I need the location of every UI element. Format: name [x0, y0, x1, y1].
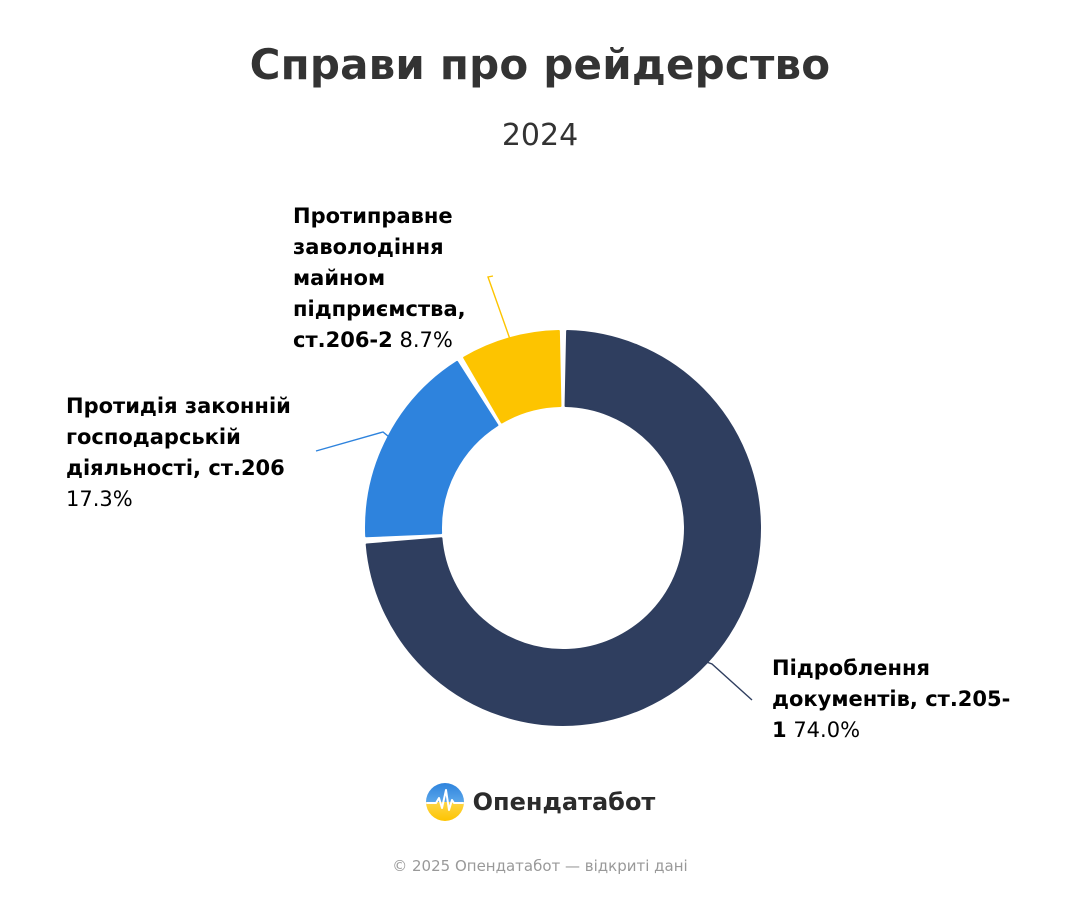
brand-name: Опендатабот: [472, 788, 656, 816]
leader-line: [487, 275, 512, 341]
slice-label-blue: Протидія законній господарській діяльнос…: [66, 391, 311, 515]
slice-label-name: підприємства,: [293, 297, 466, 321]
slice-forgery: [365, 330, 761, 726]
slice-label-name: 1: [772, 718, 787, 742]
slice-label-percent: 74.0%: [793, 718, 861, 742]
leader-line: [315, 431, 391, 452]
slice-label-name: діяльності, ст.206: [66, 456, 285, 480]
slice-label-name: Протиправне: [293, 204, 453, 228]
footer-copyright: © 2025 Опендатабот — відкриті дані: [392, 857, 688, 875]
slice-label-yellow: Протиправне заволодіння майном підприємс…: [293, 201, 493, 356]
slice-label-percent: 8.7%: [399, 328, 453, 352]
slice-label-name: Підроблення: [772, 656, 930, 680]
leader-line: [704, 660, 753, 701]
slice-label-name: ст.206-2: [293, 328, 393, 352]
slice-label-name: заволодіння: [293, 235, 444, 259]
slice-label-navy: Підроблення документів, ст.205- 1 74.0%: [772, 653, 1022, 746]
slice-label-name: документів, ст.205-: [772, 687, 1011, 711]
slice-seizure: [463, 330, 562, 424]
slice-label-percent: 17.3%: [66, 487, 133, 511]
opendatabot-logo-icon: [425, 783, 464, 821]
brand: Опендатабот: [0, 782, 1080, 822]
slice-label-name: майном: [293, 266, 386, 290]
chart-subtitle: 2024: [501, 118, 579, 153]
chart-title: Справи про рейдерство: [249, 40, 831, 89]
slice-obstruction: [365, 360, 499, 538]
slice-label-name: Протидія законній: [66, 394, 291, 418]
slice-label-name: господарській: [66, 425, 241, 449]
